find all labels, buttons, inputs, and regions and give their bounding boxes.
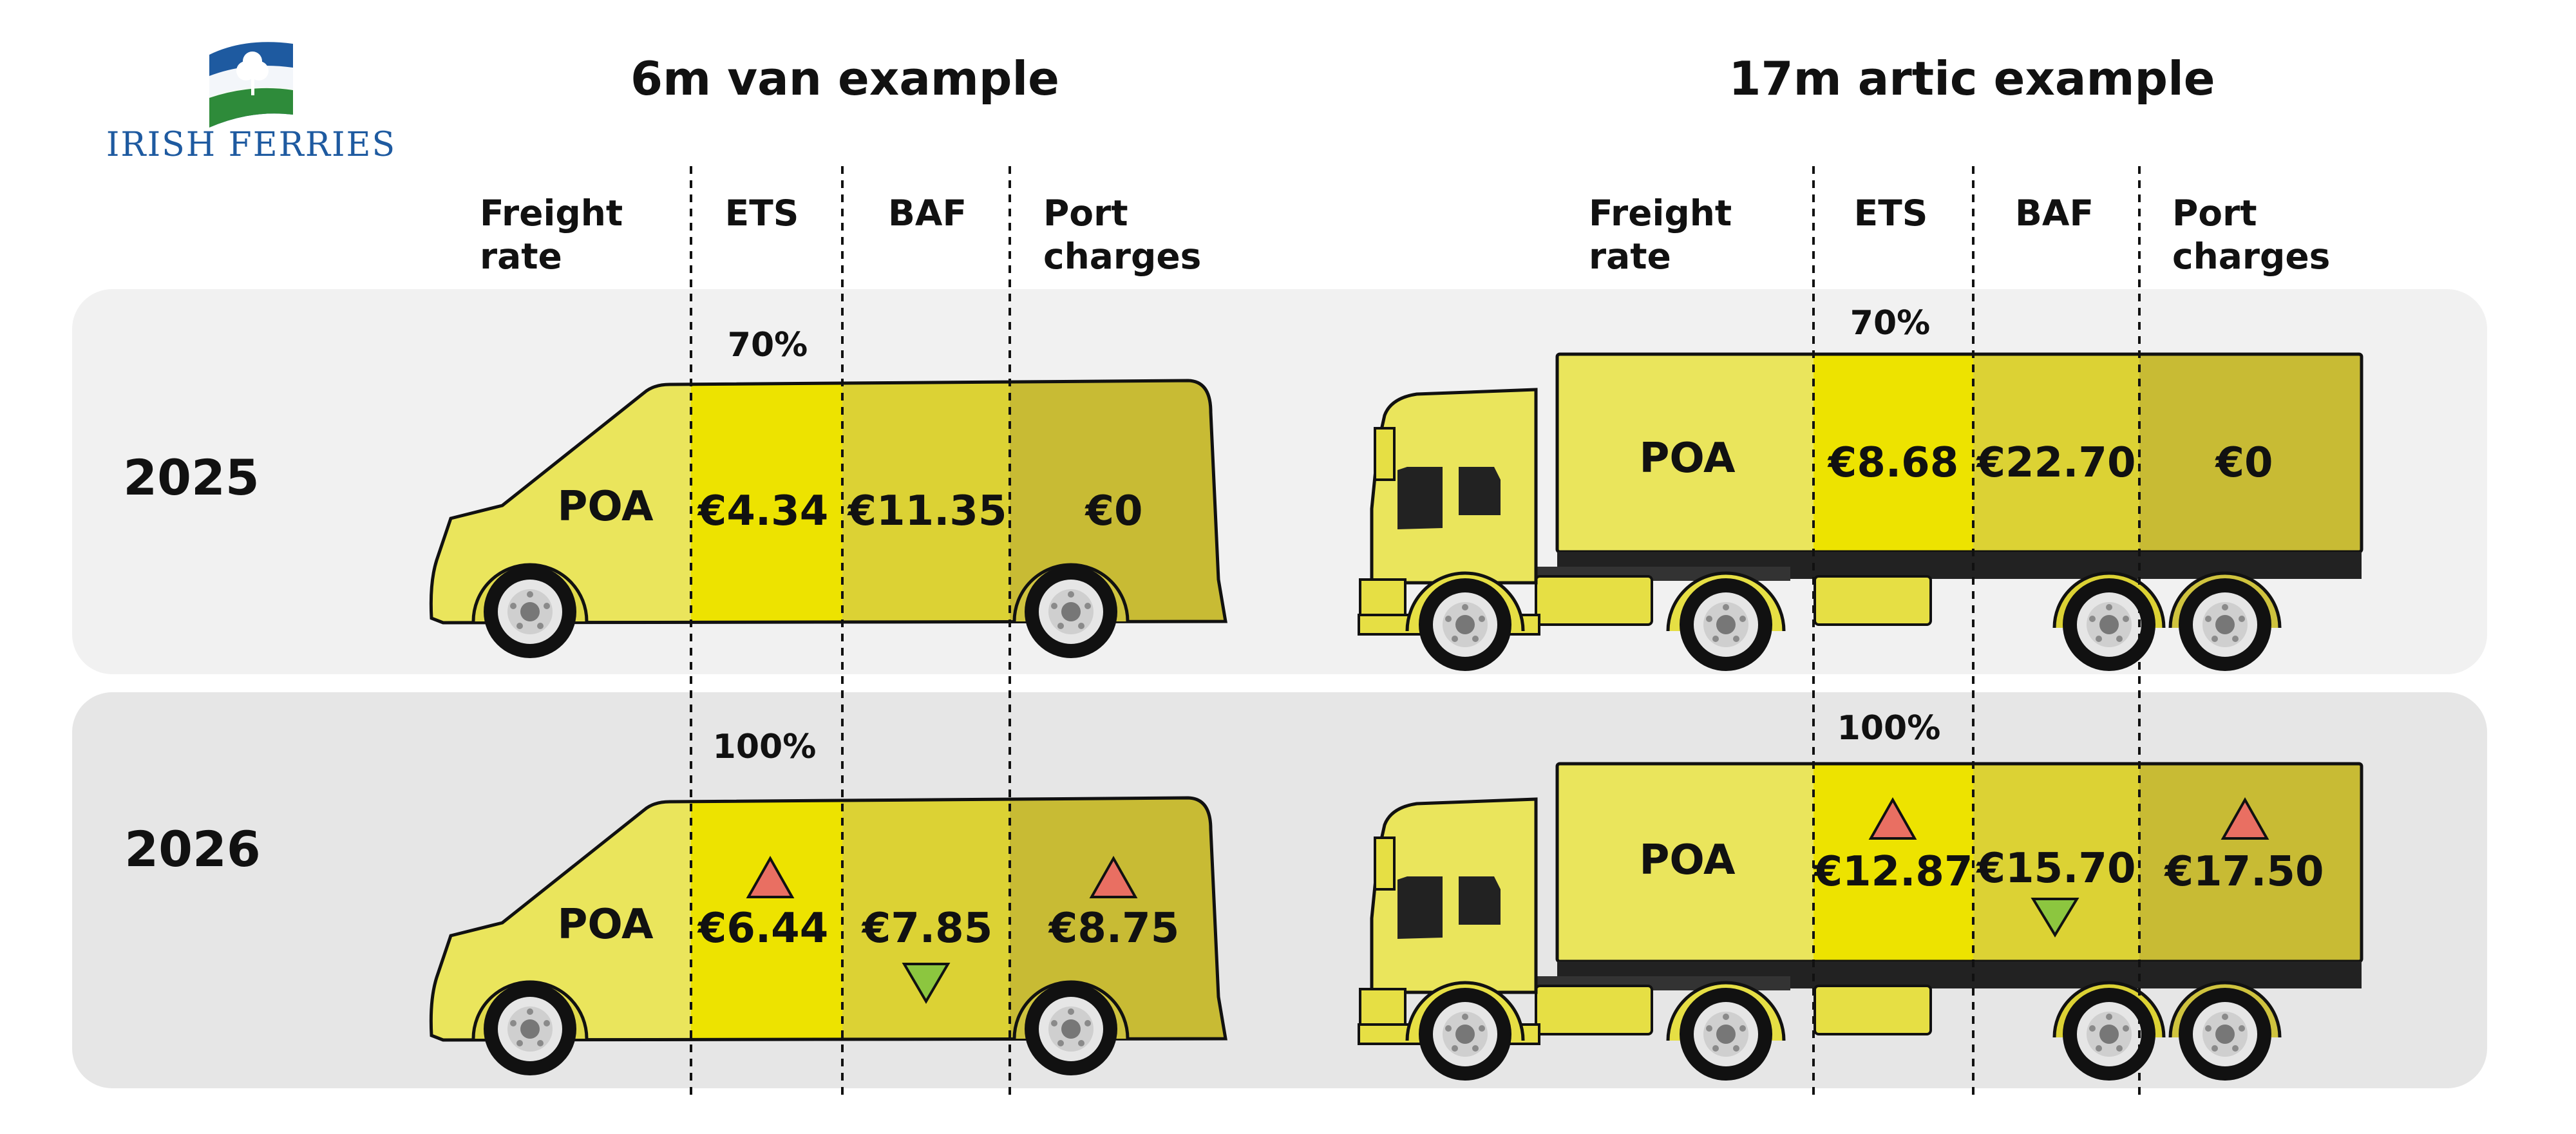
artic-2025-freight-value: POA xyxy=(1639,435,1736,482)
artic-col-baf: BAF xyxy=(2015,193,2094,234)
down-arrow-icon xyxy=(902,963,951,1004)
van-2026-port-value: €8.75 xyxy=(1048,905,1179,952)
artic-2025-port-value: €0 xyxy=(2214,439,2273,487)
artic-2026-port-value: €17.50 xyxy=(2164,848,2324,896)
brand-name: IRISH FERRIES xyxy=(106,126,396,164)
truck-icon-2026 xyxy=(1358,762,2363,1081)
van-2026-baf-value: €7.85 xyxy=(861,905,992,952)
van-col-freight: Freight rate xyxy=(480,193,635,277)
artic-2026-ets-value: €12.87 xyxy=(1813,848,1973,896)
up-arrow-icon xyxy=(746,855,795,898)
artic-2026-freight-value: POA xyxy=(1639,836,1736,884)
artic-col-port: Port charges xyxy=(2172,193,2330,277)
up-arrow-icon xyxy=(1089,855,1138,898)
artic-2025-ets-value: €8.68 xyxy=(1827,439,1958,487)
van-col-port: Port charges xyxy=(1043,193,1201,277)
artic-2025-baf-value: €22.70 xyxy=(1976,439,2136,487)
van-2025-ets-value: €4.34 xyxy=(697,487,828,535)
year-label-2025: 2025 xyxy=(123,449,260,506)
van-2025-baf-value: €11.35 xyxy=(847,487,1007,535)
van-2025-freight-value: POA xyxy=(557,483,654,531)
ets-percent-van-2025: 70% xyxy=(728,326,808,364)
year-label-2026: 2026 xyxy=(124,820,261,878)
artic-col-ets: ETS xyxy=(1854,193,1928,234)
artic-2026-baf-value: €15.70 xyxy=(1976,845,2136,893)
ets-percent-artic-2026: 100% xyxy=(1837,709,1941,748)
artic-col-freight: Freight rate xyxy=(1589,193,1744,277)
van-icon-2025 xyxy=(429,379,1227,658)
irish-ferries-logo: IRISH FERRIES xyxy=(106,42,396,164)
up-arrow-icon xyxy=(1868,797,1917,840)
van-title: 6m van example xyxy=(630,52,1059,106)
artic-title: 17m artic example xyxy=(1728,52,2215,106)
up-arrow-icon xyxy=(2221,797,2269,840)
ets-percent-van-2026: 100% xyxy=(713,728,817,766)
ets-percent-artic-2025: 70% xyxy=(1850,304,1930,343)
van-col-ets: ETS xyxy=(725,193,799,234)
truck-icon-2025 xyxy=(1358,352,2363,671)
van-2025-port-value: €0 xyxy=(1084,487,1142,535)
down-arrow-icon xyxy=(2031,898,2079,938)
van-2026-ets-value: €6.44 xyxy=(697,905,828,952)
van-2026-freight-value: POA xyxy=(557,901,654,949)
van-col-baf: BAF xyxy=(888,193,967,234)
